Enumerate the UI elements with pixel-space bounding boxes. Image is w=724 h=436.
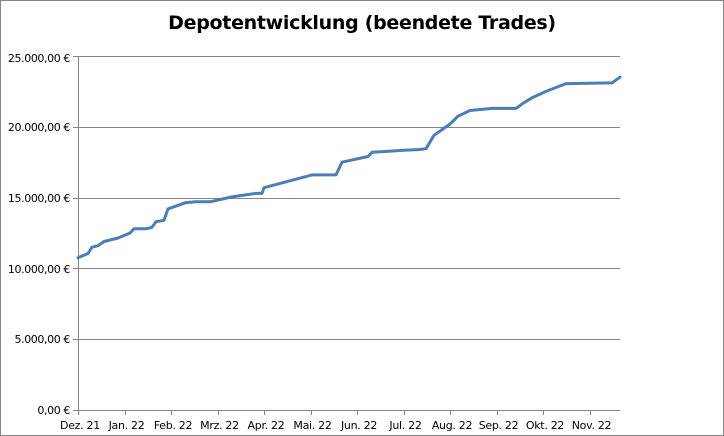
x-tick-label: Mrz. 22 [200, 419, 239, 432]
x-tick-label: Apr. 22 [247, 419, 285, 432]
y-tick-label: 25.000,00 € [7, 52, 70, 65]
x-tick-label: Jan. 22 [108, 419, 145, 432]
x-tick-label: Okt. 22 [525, 419, 565, 432]
x-tick-label: Jul. 22 [389, 419, 422, 432]
x-tick-label: Feb. 22 [153, 419, 193, 432]
x-tick-label: Sep. 22 [478, 419, 519, 432]
y-tick-label: 5.000,00 € [14, 333, 71, 346]
y-tick-label: 20.000,00 € [7, 121, 70, 134]
x-tick-label: Mai. 22 [293, 419, 332, 432]
x-tick-label: Jun. 22 [340, 419, 378, 432]
y-tick-label: 15.000,00 € [7, 192, 70, 205]
x-tick-label: Nov. 22 [571, 419, 612, 432]
series-line [76, 75, 622, 260]
x-tick-label: Dez. 21 [60, 419, 100, 432]
y-tick-label: 0,00 € [37, 404, 70, 417]
chart-title: Depotentwicklung (beendete Trades) [168, 12, 556, 34]
x-tick-label: Aug. 22 [431, 419, 473, 432]
y-tick-label: 10.000,00 € [7, 263, 70, 276]
